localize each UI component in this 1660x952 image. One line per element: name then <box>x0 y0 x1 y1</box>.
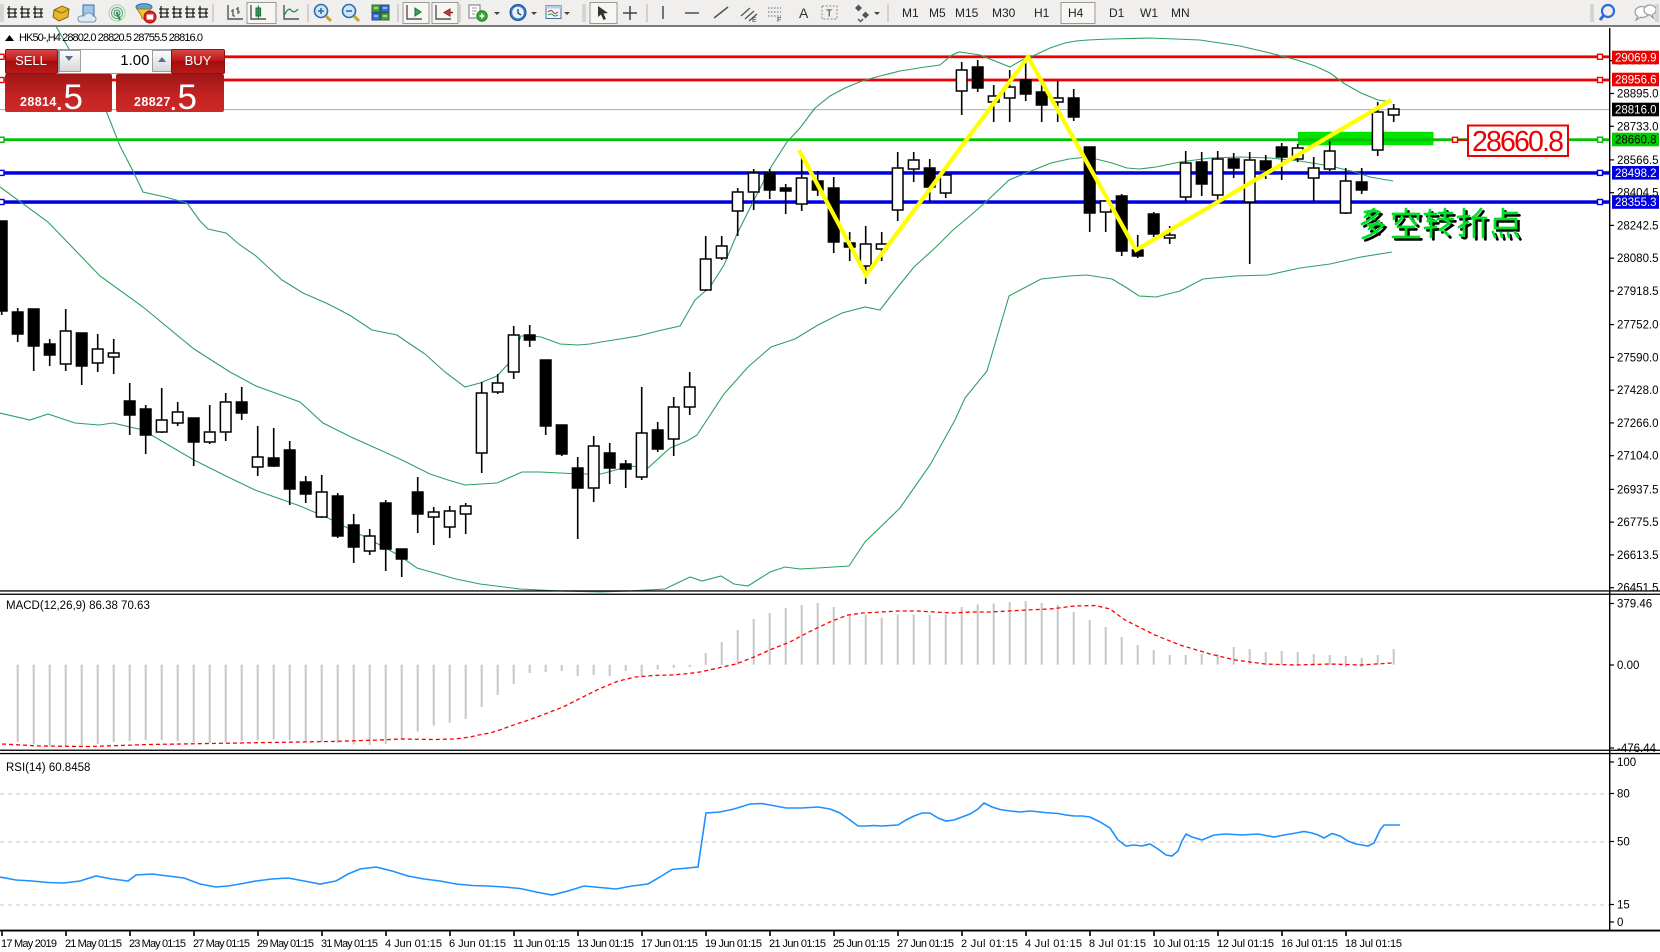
svg-text:15: 15 <box>1617 900 1630 912</box>
svg-text:26775.5: 26775.5 <box>1617 517 1659 529</box>
svg-text:80: 80 <box>1617 789 1630 801</box>
svg-text:28566.5: 28566.5 <box>1617 155 1659 167</box>
svg-text:4 Jun 01:15: 4 Jun 01:15 <box>385 938 442 950</box>
svg-text:27104.0: 27104.0 <box>1617 451 1659 463</box>
svg-text:27 May 01:15: 27 May 01:15 <box>193 938 250 950</box>
svg-text:D1: D1 <box>1109 6 1125 20</box>
svg-text:26613.5: 26613.5 <box>1617 550 1659 562</box>
svg-text:F: F <box>777 17 781 24</box>
svg-text:27428.0: 27428.0 <box>1617 385 1659 397</box>
svg-text:HK50-,H4 28802.0 28820.5 2875: HK50-,H4 28802.0 28820.5 28755.5 28816.0 <box>19 32 203 44</box>
svg-text:28816.0: 28816.0 <box>1615 105 1657 117</box>
svg-text:RSI(14) 60.8458: RSI(14) 60.8458 <box>6 762 90 774</box>
svg-text:28956.6: 28956.6 <box>1615 75 1657 87</box>
svg-text:8 Jul 01:15: 8 Jul 01:15 <box>1089 938 1146 950</box>
svg-text:19 Jun 01:15: 19 Jun 01:15 <box>705 938 762 950</box>
svg-text:11 Jun 01:15: 11 Jun 01:15 <box>513 938 570 950</box>
svg-text:28895.0: 28895.0 <box>1617 89 1659 101</box>
svg-text:31 May 01:15: 31 May 01:15 <box>321 938 378 950</box>
svg-text:12 Jul 01:15: 12 Jul 01:15 <box>1217 938 1274 950</box>
svg-text:E: E <box>752 17 757 24</box>
svg-text:0.00: 0.00 <box>1617 660 1639 672</box>
svg-text:H4: H4 <box>1068 6 1084 20</box>
svg-text:MN: MN <box>1171 6 1190 20</box>
svg-text:27918.5: 27918.5 <box>1617 286 1659 298</box>
svg-text:M5: M5 <box>929 6 946 20</box>
svg-text:23 May 01:15: 23 May 01:15 <box>129 938 186 950</box>
svg-text:50: 50 <box>1617 837 1630 849</box>
svg-text:28733.0: 28733.0 <box>1617 121 1659 133</box>
svg-text:28355.3: 28355.3 <box>1615 197 1657 209</box>
svg-text:M30: M30 <box>992 6 1016 20</box>
svg-text:H1: H1 <box>1034 6 1050 20</box>
svg-text:27752.0: 27752.0 <box>1617 320 1659 332</box>
svg-text:T: T <box>826 8 833 20</box>
svg-text:13 Jun 01:15: 13 Jun 01:15 <box>577 938 634 950</box>
svg-text:379.46: 379.46 <box>1617 599 1652 611</box>
svg-text:10 Jul 01:15: 10 Jul 01:15 <box>1153 938 1210 950</box>
svg-text:28498.2: 28498.2 <box>1615 168 1657 180</box>
svg-text:18 Jul 01:15: 18 Jul 01:15 <box>1345 938 1402 950</box>
svg-text:100: 100 <box>1617 757 1636 769</box>
svg-text:M15: M15 <box>955 6 979 20</box>
svg-text:27 Jun 01:15: 27 Jun 01:15 <box>897 938 954 950</box>
svg-text:28660.8: 28660.8 <box>1472 126 1564 158</box>
svg-text:2 Jul 01:15: 2 Jul 01:15 <box>961 938 1018 950</box>
svg-text:16 Jul 01:15: 16 Jul 01:15 <box>1281 938 1338 950</box>
svg-text:0: 0 <box>1617 917 1623 929</box>
svg-text:17 Jun 01:15: 17 Jun 01:15 <box>641 938 698 950</box>
svg-text:W1: W1 <box>1140 6 1158 20</box>
svg-text:4 Jul 01:15: 4 Jul 01:15 <box>1025 938 1082 950</box>
svg-text:27590.0: 27590.0 <box>1617 352 1659 364</box>
svg-text:25 Jun 01:15: 25 Jun 01:15 <box>833 938 890 950</box>
svg-text:28660.8: 28660.8 <box>1615 135 1657 147</box>
svg-text:M1: M1 <box>902 6 919 20</box>
svg-text:17 May 2019: 17 May 2019 <box>1 938 57 950</box>
svg-text:27266.0: 27266.0 <box>1617 418 1659 430</box>
svg-text:A: A <box>799 5 809 21</box>
svg-text:21 May 01:15: 21 May 01:15 <box>65 938 122 950</box>
svg-text:26937.5: 26937.5 <box>1617 484 1659 496</box>
svg-text:29 May 01:15: 29 May 01:15 <box>257 938 314 950</box>
svg-text:MACD(12,26,9) 86.38 70.63: MACD(12,26,9) 86.38 70.63 <box>6 600 150 612</box>
svg-text:28080.5: 28080.5 <box>1617 253 1659 265</box>
svg-text:-476.44: -476.44 <box>1617 743 1657 755</box>
svg-text:29069.9: 29069.9 <box>1615 53 1657 65</box>
svg-text:26451.5: 26451.5 <box>1617 583 1659 595</box>
svg-text:6 Jun 01:15: 6 Jun 01:15 <box>449 938 506 950</box>
svg-text:28242.5: 28242.5 <box>1617 220 1659 232</box>
svg-text:21 Jun 01:15: 21 Jun 01:15 <box>769 938 826 950</box>
